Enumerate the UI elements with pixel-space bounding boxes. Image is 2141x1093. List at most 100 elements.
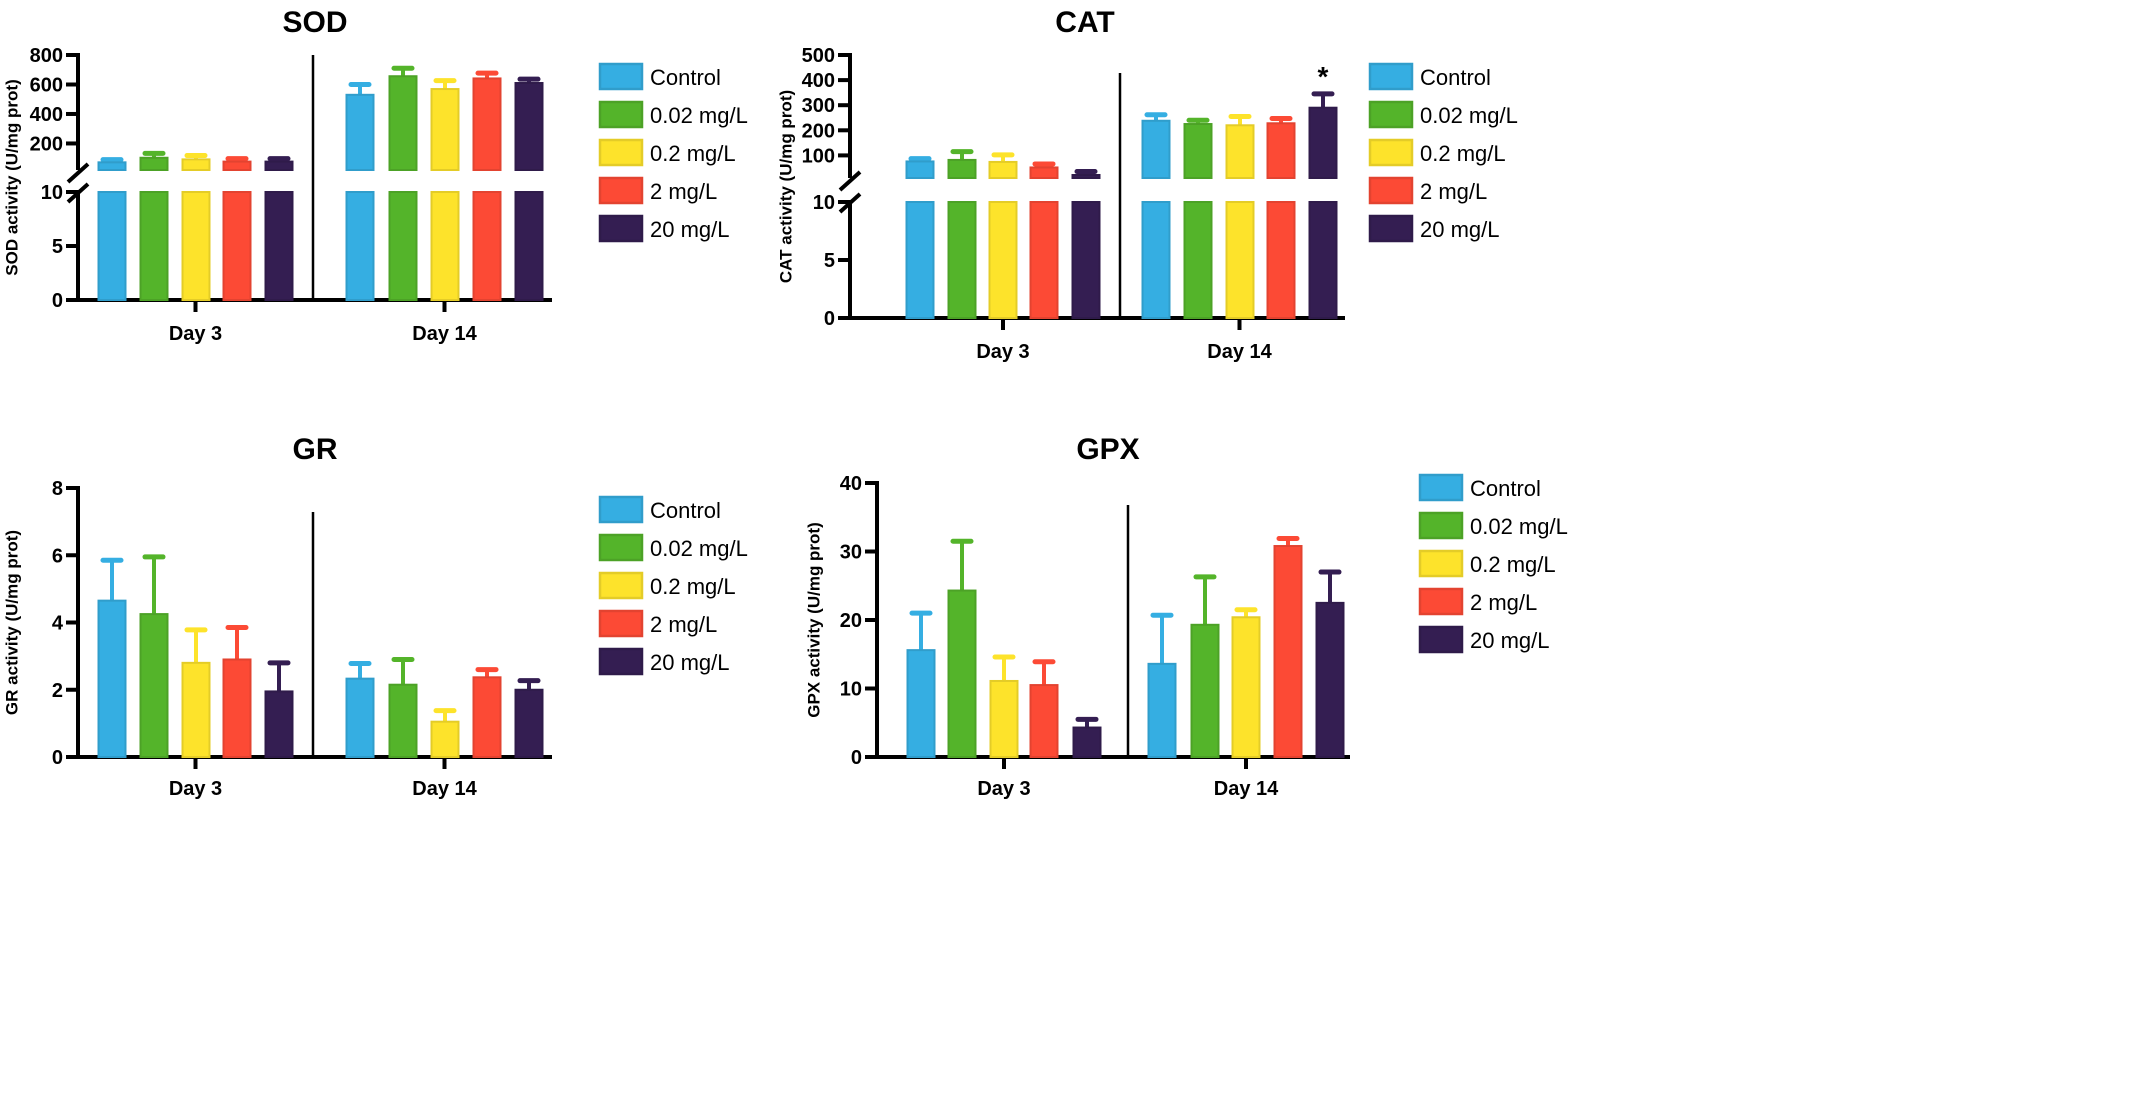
legend-swatch <box>598 138 644 167</box>
legend-swatch <box>598 214 644 243</box>
legend-label: 0.2 mg/L <box>650 574 736 599</box>
legend-swatch <box>598 100 644 129</box>
bar-2-mg-l <box>1266 122 1296 179</box>
bar-2-mg-l <box>222 160 252 172</box>
chart-title: GPX <box>1076 433 1139 466</box>
y-tick-label: 0 <box>824 308 835 330</box>
panel-sod: SOD SOD activity (U/mg prot) 0 5 10 200 400 600… <box>3 6 748 345</box>
y-tick-label: 500 <box>802 45 835 67</box>
bar-0-2-mg-l <box>1231 616 1261 759</box>
legend-label: Control <box>650 65 721 90</box>
bar-lower-0-2-mg-l <box>1225 201 1255 319</box>
panel-gpx: GPX GPX activity (U/mg prot) 0 10 20 30 40 Day … <box>805 433 1568 800</box>
bar-control <box>906 649 936 759</box>
legend-label: 20 mg/L <box>1420 217 1500 242</box>
legend-swatch <box>1368 176 1414 205</box>
bar-lower-20-mg-l <box>1071 201 1101 319</box>
bar-lower-2-mg-l <box>1029 201 1059 319</box>
bar-20-mg-l <box>1071 173 1101 180</box>
y-tick-label: 0 <box>52 747 63 769</box>
legend-label: 20 mg/L <box>650 650 730 675</box>
axis-break-mark <box>66 162 90 184</box>
legend-label: Control <box>1470 476 1541 501</box>
bar-0-2-mg-l <box>989 679 1019 759</box>
legend-swatch <box>1418 473 1464 502</box>
legend-swatch <box>1418 625 1464 654</box>
x-tick-label: Day 14 <box>412 323 477 345</box>
bar-lower-0-02-mg-l <box>1183 201 1213 319</box>
legend-swatch <box>1418 549 1464 578</box>
bar-lower-0-2-mg-l <box>988 201 1018 319</box>
bar-20-mg-l <box>1072 726 1102 758</box>
legend-swatch <box>598 176 644 205</box>
bar-2-mg-l <box>222 658 252 758</box>
bar-control <box>345 93 375 171</box>
y-tick-label: 100 <box>802 145 835 167</box>
legend-label: 2 mg/L <box>1420 179 1487 204</box>
chart-title: CAT <box>1055 6 1114 39</box>
bar-lower-0-02-mg-l <box>947 201 977 319</box>
bar-0-02-mg-l <box>388 75 418 171</box>
bar-lower-control <box>97 191 127 301</box>
bar-lower-0-02-mg-l <box>139 191 169 301</box>
y-tick-label: 4 <box>52 613 64 635</box>
y-tick-label: 2 <box>52 680 63 702</box>
legend-swatch <box>1418 511 1464 540</box>
legend-label: 0.02 mg/L <box>1470 514 1568 539</box>
y-tick-label: 600 <box>30 74 63 96</box>
bar-0-2-mg-l <box>1225 124 1255 179</box>
bar-lower-2-mg-l <box>222 191 252 301</box>
legend-label: 0.02 mg/L <box>650 103 748 128</box>
chart-title: SOD <box>282 6 347 39</box>
legend-label: 2 mg/L <box>650 612 717 637</box>
bar-control <box>1141 119 1171 180</box>
y-tick-label: 300 <box>802 95 835 117</box>
bar-0-2-mg-l <box>181 661 211 758</box>
legend-swatch <box>598 62 644 91</box>
bar-lower-20-mg-l <box>514 191 544 301</box>
bar-2-mg-l <box>1029 684 1059 759</box>
y-tick-label: 0 <box>851 747 862 769</box>
bar-0-02-mg-l <box>139 156 169 171</box>
bar-lower-control <box>1141 201 1171 319</box>
panel-cat: CAT CAT activity (U/mg prot) 0 5 10 100 200 300… <box>777 6 1518 363</box>
legend-swatch <box>598 533 644 562</box>
y-axis-label: CAT activity (U/mg prot) <box>777 90 796 283</box>
x-tick-label: Day 3 <box>169 778 222 800</box>
bar-20-mg-l <box>264 690 294 759</box>
bar-control <box>97 599 127 758</box>
significance-marker: * <box>1318 61 1329 92</box>
panel-gr: GR GR activity (U/mg prot) 0 2 4 6 8 Day 3 Day 1… <box>3 433 748 800</box>
bar-control <box>345 677 375 758</box>
x-tick-label: Day 14 <box>1207 341 1272 363</box>
y-axis-label: GR activity (U/mg prot) <box>3 530 22 715</box>
legend-label: Control <box>650 498 721 523</box>
bar-2-mg-l <box>472 676 502 759</box>
bar-20-mg-l <box>1308 106 1338 179</box>
bar-control <box>1147 662 1177 759</box>
bar-control <box>97 161 127 171</box>
x-tick-label: Day 14 <box>412 778 477 800</box>
bar-0-02-mg-l <box>947 589 977 758</box>
y-tick-label: 10 <box>41 182 63 204</box>
axis-break-mark <box>838 170 862 192</box>
y-axis-label: SOD activity (U/mg prot) <box>3 79 22 275</box>
y-tick-label: 6 <box>52 545 63 567</box>
x-tick-label: Day 3 <box>976 341 1029 363</box>
x-tick-label: Day 14 <box>1214 778 1279 800</box>
legend-label: 0.02 mg/L <box>1420 103 1518 128</box>
legend-label: 0.02 mg/L <box>650 536 748 561</box>
axis-break-mark <box>66 182 90 204</box>
legend-swatch <box>1368 214 1414 243</box>
x-tick-label: Day 3 <box>169 323 222 345</box>
legend-swatch <box>1368 138 1414 167</box>
bar-lower-20-mg-l <box>264 191 294 301</box>
bar-0-2-mg-l <box>430 720 460 758</box>
bar-lower-2-mg-l <box>472 191 502 301</box>
bar-0-2-mg-l <box>430 88 460 171</box>
axis-break-mark <box>838 192 862 214</box>
bar-lower-control <box>905 201 935 319</box>
y-tick-label: 10 <box>813 192 835 214</box>
y-tick-label: 400 <box>30 104 63 126</box>
y-tick-label: 5 <box>824 250 835 272</box>
